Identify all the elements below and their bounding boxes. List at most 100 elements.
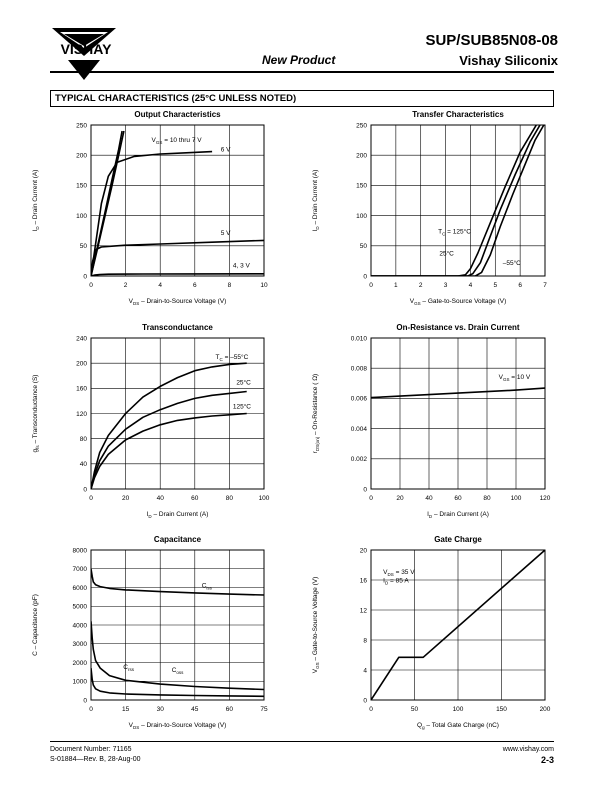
x-tick-label: 6: [518, 282, 522, 289]
x-tick-label: 40: [425, 495, 433, 502]
y-tick-label: 200: [76, 153, 87, 160]
chart-annotation: Crss: [123, 664, 134, 672]
chart-on-resistance: On-Resistance vs. Drain Current 0 20 40 60 80…: [312, 323, 551, 519]
y-tick-label: 0: [83, 273, 87, 280]
document-number: Document Number: 71165: [50, 746, 132, 753]
plot-frame: [90, 337, 265, 490]
y-tick-label: 4000: [73, 622, 88, 629]
x-tick-label: 50: [411, 706, 419, 713]
x-tick-label: 10: [260, 282, 268, 289]
website-link[interactable]: www.vishay.com: [502, 746, 554, 753]
x-tick-label: 20: [396, 495, 404, 502]
chart-annotation: 25°C: [236, 379, 251, 387]
logo-text: VISHAY: [61, 41, 113, 57]
y-tick-label: 12: [360, 607, 368, 614]
x-tick-label: 80: [483, 495, 491, 502]
x-tick-label: 75: [260, 706, 268, 713]
x-tick-label: 30: [157, 706, 165, 713]
chart-annotation: Ciss: [202, 583, 213, 591]
chart-annotation: VDS = 35 V: [383, 569, 415, 577]
x-axis-label: VDS – Drain-to-Source Voltage (V): [129, 298, 227, 306]
plot-frame: [370, 124, 546, 277]
x-axis-label: VGS – Gate-to-Source Voltage (V): [410, 298, 507, 306]
y-tick-label: 150: [76, 183, 87, 190]
y-tick-label: 8: [363, 637, 367, 644]
y-tick-label: 2000: [73, 660, 88, 667]
x-tick-label: 120: [540, 495, 551, 502]
series-line: [371, 125, 541, 276]
series-line: [91, 239, 264, 276]
x-tick-label: 60: [191, 495, 199, 502]
y-tick-label: 0: [363, 486, 367, 493]
y-axis-label: VGS – Gate-to-Source Voltage (V): [312, 577, 320, 674]
y-tick-label: 250: [76, 122, 87, 129]
y-tick-label: 1000: [73, 679, 88, 686]
x-tick-label: 0: [89, 495, 93, 502]
x-tick-label: 60: [454, 495, 462, 502]
chart-capacitance: Capacitance 0 15 30 45 60 75 0 1000 2000 3000 4000 5…: [32, 535, 268, 730]
page-number: 2-3: [540, 755, 554, 765]
x-tick-label: 15: [122, 706, 130, 713]
x-tick-label: 200: [540, 706, 551, 713]
series-line: [91, 130, 123, 276]
x-tick-label: 100: [259, 495, 270, 502]
y-tick-label: 4: [363, 667, 367, 674]
x-tick-label: 5: [493, 282, 497, 289]
y-tick-label: 50: [360, 243, 368, 250]
vishay-logo: VISHAY: [52, 28, 116, 80]
x-axis-label: ID – Drain Current (A): [147, 511, 209, 519]
y-tick-label: 6000: [73, 585, 88, 592]
x-tick-label: 7: [543, 282, 547, 289]
y-axis-label: ID – Drain Current (A): [312, 170, 320, 232]
x-tick-label: 4: [158, 282, 162, 289]
x-tick-label: 0: [89, 706, 93, 713]
x-tick-label: 80: [226, 495, 234, 502]
chart-gate-charge: Gate Charge 0 50 100 150 200 0 4 8 12 16 20 Qg – Tot…: [312, 535, 551, 730]
section-heading-box: [50, 90, 554, 107]
chart-title: Output Characteristics: [134, 110, 221, 119]
footer-divider: [50, 741, 554, 742]
company-name: Vishay Siliconix: [459, 53, 558, 68]
chart-annotation: VGS = 10 thru 7 V: [152, 137, 203, 145]
y-tick-label: 160: [76, 386, 87, 393]
y-tick-label: 0.008: [351, 366, 368, 373]
x-tick-label: 2: [124, 282, 128, 289]
y-tick-label: 20: [360, 547, 368, 554]
series-line: [91, 150, 213, 276]
chart-title: On-Resistance vs. Drain Current: [396, 323, 519, 332]
x-tick-label: 1: [394, 282, 398, 289]
chart-annotation: –55°C: [503, 259, 521, 267]
x-tick-label: 40: [157, 495, 165, 502]
y-tick-label: 200: [76, 360, 87, 367]
chart-annotation: TC = –55°C: [216, 353, 249, 362]
y-tick-label: 3000: [73, 641, 88, 648]
chart-annotation: Coss: [172, 667, 184, 675]
y-tick-label: 0.006: [351, 396, 368, 403]
chart-transconductance: Transconductance 0 20 40 60 80 100 0 40 80 120 160 2…: [32, 323, 270, 519]
y-tick-label: 150: [356, 183, 367, 190]
chart-annotation: 125°C: [233, 402, 251, 410]
series-line: [91, 568, 264, 596]
y-tick-label: 8000: [73, 547, 88, 554]
x-tick-label: 45: [191, 706, 199, 713]
y-tick-label: 100: [76, 213, 87, 220]
y-axis-label: ID – Drain Current (A): [32, 170, 40, 232]
new-product-label: New Product: [262, 53, 336, 67]
y-tick-label: 50: [80, 243, 88, 250]
chart-title: Transconductance: [142, 323, 213, 332]
chart-annotation: 6 V: [221, 147, 231, 154]
chart-annotation: VGS = 10 V: [499, 374, 531, 382]
x-axis-label: ID – Drain Current (A): [427, 511, 489, 519]
y-tick-label: 0.004: [351, 426, 368, 433]
y-tick-label: 5000: [73, 604, 88, 611]
x-tick-label: 100: [511, 495, 522, 502]
y-tick-label: 0: [363, 273, 367, 280]
x-tick-label: 6: [193, 282, 197, 289]
x-tick-label: 150: [496, 706, 507, 713]
chart-annotation: 4, 3 V: [233, 263, 251, 270]
y-tick-label: 0: [363, 697, 367, 704]
series-line: [371, 550, 545, 700]
x-tick-label: 0: [89, 282, 93, 289]
